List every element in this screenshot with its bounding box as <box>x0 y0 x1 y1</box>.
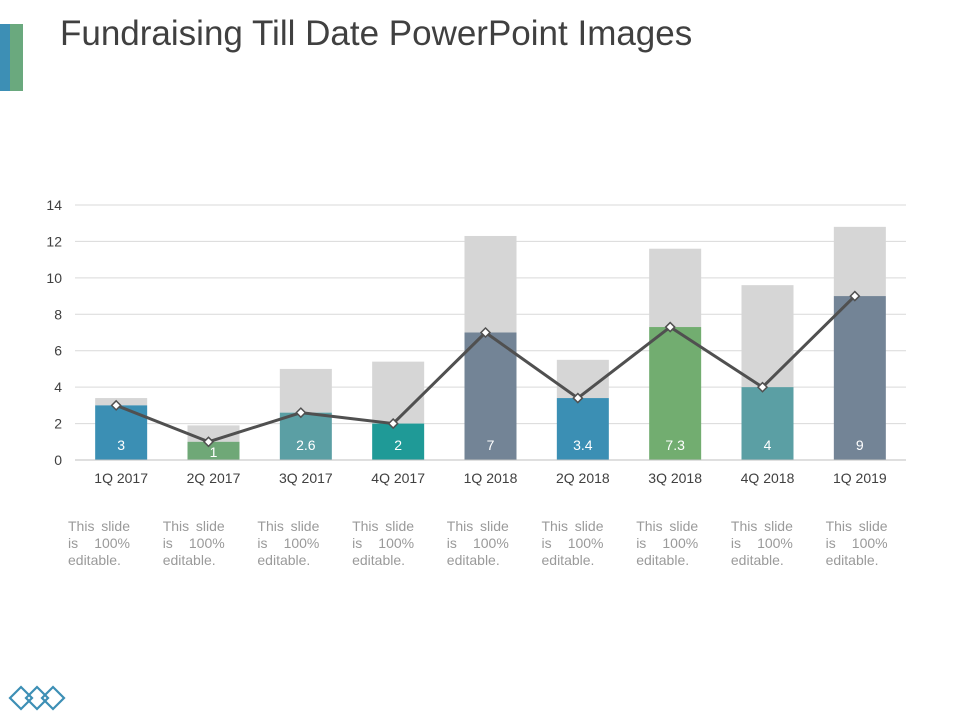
bar-raised <box>464 332 517 460</box>
x-tick-label: 2Q 2018 <box>556 470 610 486</box>
bar-data-label: 3 <box>117 437 125 453</box>
trend-point <box>110 399 122 411</box>
bar-data-label: 3.4 <box>573 437 593 453</box>
bar-raised <box>187 441 240 460</box>
trend-point <box>387 418 399 430</box>
bar-raised <box>649 327 702 460</box>
y-tick-label: 2 <box>54 416 62 432</box>
bar-raised <box>372 423 425 460</box>
trend-point <box>664 321 676 333</box>
bar-data-label: 2 <box>394 437 402 453</box>
x-tick-label: 1Q 2019 <box>833 470 887 486</box>
accent-bar <box>0 24 23 91</box>
y-tick-label: 6 <box>54 343 62 359</box>
y-tick-label: 4 <box>54 379 62 395</box>
bar-data-label: 4 <box>764 437 772 453</box>
trend-point <box>202 436 215 448</box>
x-tick-label: 4Q 2018 <box>741 470 795 486</box>
note-text: This slide is 100% editable. <box>68 518 130 568</box>
x-tick-label: 1Q 2017 <box>94 470 148 486</box>
note-text: This slide is 100% editable. <box>257 518 320 568</box>
bar-remaining <box>279 368 332 413</box>
accent-bar-right <box>10 24 23 91</box>
bar-remaining <box>741 285 794 388</box>
note-text: This slide is 100% editable. <box>730 518 793 568</box>
trend-point <box>572 392 584 404</box>
bar-raised <box>279 412 332 460</box>
trend-point <box>295 407 307 419</box>
bar-raised <box>833 296 886 460</box>
x-tick-label: 1Q 2018 <box>464 470 518 486</box>
x-tick-label: 4Q 2017 <box>371 470 425 486</box>
y-tick-label: 8 <box>54 306 62 322</box>
bar-data-label: 7 <box>487 437 495 453</box>
bar-remaining <box>649 248 702 328</box>
bar-raised <box>741 387 794 460</box>
bar-remaining <box>95 398 148 406</box>
bar-remaining <box>464 235 517 333</box>
accent-bar-left <box>0 24 10 91</box>
note-text: This slide is 100% editable. <box>352 518 415 568</box>
trend-point <box>756 381 769 393</box>
bar-data-label: 9 <box>856 437 864 453</box>
note-text: This slide is 100% editable. <box>446 518 509 568</box>
y-tick-label: 0 <box>54 452 62 468</box>
y-tick-label: 10 <box>46 270 62 286</box>
y-tick-label: 14 <box>46 197 62 213</box>
bar-remaining <box>556 359 609 399</box>
bar-data-label: 2.6 <box>296 437 316 453</box>
fundraising-chart: 0 2 4 6 8 10 12 14 3 1Q 2017 1 2Q 2017 2.6 3Q 2017 2 4Q… <box>46 197 906 486</box>
trend-point <box>479 326 492 339</box>
bar-raised <box>556 398 609 460</box>
note-text: This slide is 100% editable. <box>825 518 888 568</box>
note-text: This slide is 100% editable. <box>636 518 699 568</box>
note-text: This slide is 100% editable. <box>541 518 604 568</box>
trend-point <box>849 290 861 302</box>
bar-data-label: 7.3 <box>665 437 685 453</box>
x-tick-label: 3Q 2018 <box>648 470 702 486</box>
x-tick-label: 3Q 2017 <box>279 470 333 486</box>
x-tick-label: 2Q 2017 <box>187 470 241 486</box>
bar-data-label: 1 <box>210 444 218 460</box>
slide-title: Fundraising Till Date PowerPoint Images <box>60 14 693 53</box>
bar-remaining <box>833 226 886 297</box>
diamond-chain-icon <box>8 685 66 711</box>
bar-remaining <box>372 361 425 424</box>
note-text: This slide is 100% editable. <box>162 518 225 568</box>
y-tick-label: 12 <box>46 233 62 249</box>
